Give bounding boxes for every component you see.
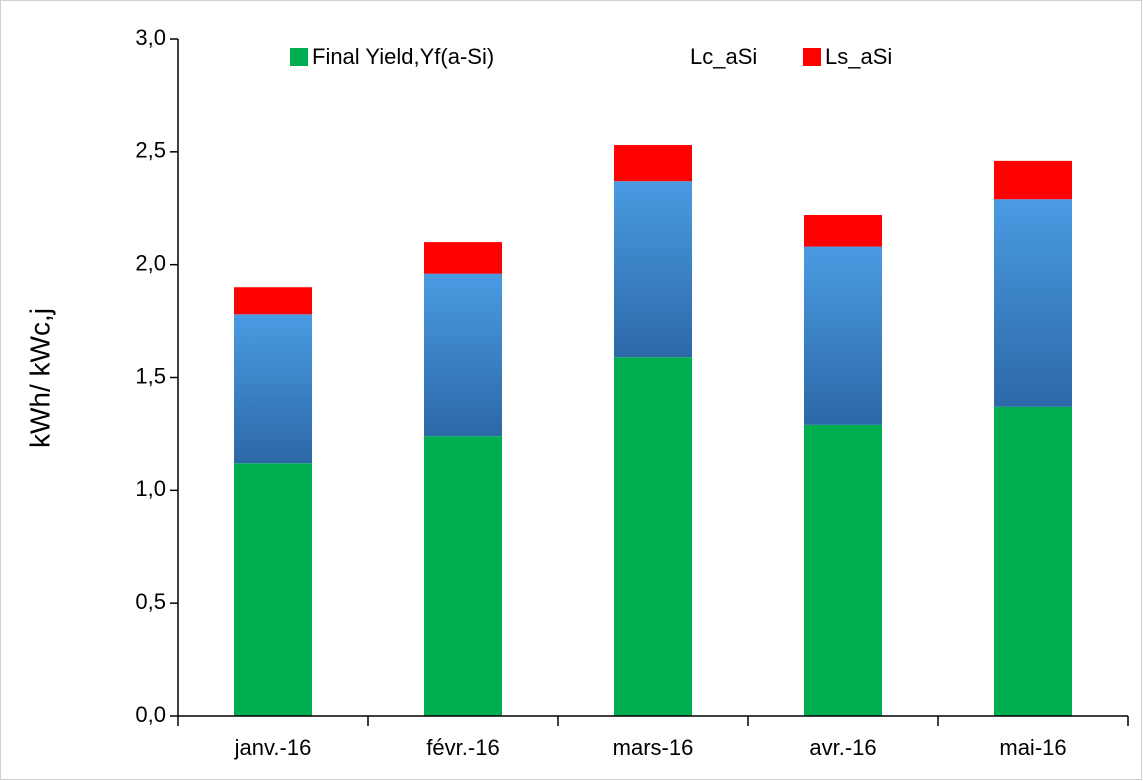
bar-segment [994, 406, 1072, 716]
y-tick-label: 1,0 [135, 476, 166, 501]
bar-segment [994, 199, 1072, 407]
x-tick-label: févr.-16 [426, 735, 499, 760]
bar-segment [804, 215, 882, 247]
y-tick-label: 2,5 [135, 138, 166, 163]
y-tick-label: 1,5 [135, 363, 166, 388]
x-tick-label: mai-16 [999, 735, 1066, 760]
bar-segment [424, 242, 502, 274]
legend-label: Lc_aSi [690, 44, 757, 69]
bar-segment [234, 463, 312, 716]
bar-segment [424, 273, 502, 437]
bar-segment [614, 357, 692, 716]
bar-segment [614, 145, 692, 182]
bar-segment [234, 287, 312, 315]
y-tick-label: 2,0 [135, 250, 166, 275]
x-tick-label: avr.-16 [809, 735, 876, 760]
bar-segment [234, 314, 312, 464]
y-tick-label: 0,0 [135, 702, 166, 727]
legend-swatch [290, 48, 308, 66]
bar-segment [614, 181, 692, 358]
y-tick-label: 3,0 [135, 25, 166, 50]
bar-segment [804, 246, 882, 425]
legend-label: Ls_aSi [825, 44, 892, 69]
legend-label: Final Yield,Yf(a-Si) [312, 44, 494, 69]
bar-segment [994, 160, 1072, 200]
x-tick-label: janv.-16 [234, 735, 312, 760]
legend-swatch [803, 48, 821, 66]
x-tick-label: mars-16 [613, 735, 694, 760]
bar-segment [804, 424, 882, 716]
y-axis-title: kWh/ kWc,j [24, 308, 55, 448]
bar-segment [424, 436, 502, 716]
y-tick-label: 0,5 [135, 589, 166, 614]
